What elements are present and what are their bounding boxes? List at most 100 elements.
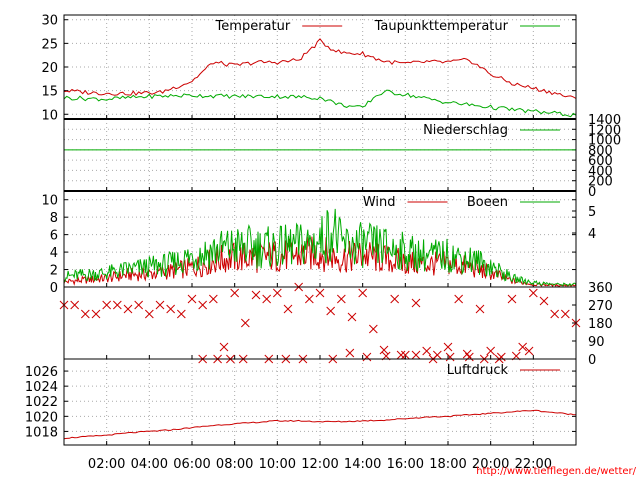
wind-direction-point (560, 309, 570, 319)
x-tick-label: 02:00 (88, 457, 125, 472)
wind-direction-point (396, 350, 406, 360)
wind-direction-point (347, 312, 357, 322)
wind-direction-point (166, 304, 176, 314)
wind-direction-right-tick-label: 90 (588, 335, 605, 350)
wind-direction-point (304, 294, 314, 304)
wind-direction-point (550, 309, 560, 319)
wind-panel: 0 2 4 6 8 10 4 5 Boeen Wind (41, 190, 596, 296)
wind-direction-point (390, 294, 400, 304)
wind-direction-point (486, 346, 496, 356)
temperature-ytick-label: 20 (41, 61, 58, 76)
precipitation-right-tick-label: 1200 (588, 123, 621, 138)
temperature-line-Temperatur (63, 38, 577, 99)
wind-direction-point (411, 350, 421, 360)
wind-direction-point (411, 298, 421, 308)
wind-direction-point (400, 350, 410, 360)
wind-direction-point (70, 300, 80, 310)
pressure-ytick-label: 1022 (25, 395, 58, 410)
precipitation-right-tick-label: 200 (588, 175, 613, 190)
wind-direction-point (475, 304, 485, 314)
wind-direction-point (272, 288, 282, 298)
temperature-ytick-label: 30 (41, 14, 58, 29)
wind-direction-point (123, 304, 133, 314)
wind-direction-point (326, 306, 336, 316)
wind-direction-point (240, 318, 250, 328)
wind-right-tick-label: 5 (588, 205, 596, 220)
x-tick-label: 06:00 (173, 457, 210, 472)
wind-direction-point (422, 346, 432, 356)
temperature-ytick-label: 10 (41, 108, 58, 123)
pressure-ytick-label: 1024 (25, 380, 58, 395)
wind-direction-point (379, 345, 389, 355)
temperature-legend-label: Temperatur (215, 19, 291, 34)
x-tick-label: 10:00 (259, 457, 296, 472)
wind-direction-point (528, 288, 538, 298)
wind-direction-point (507, 294, 517, 304)
pressure-frame (63, 358, 577, 446)
pressure-legend-label: Luftdruck (447, 363, 509, 378)
x-tick-label: 22:00 (515, 457, 552, 472)
wind-direction-right-tick-label: 360 (588, 281, 613, 296)
x-axis: 02:00 04:00 06:00 08:00 10:00 12:00 14:00 16:00… (88, 457, 552, 472)
wind-legend-label: Wind (363, 195, 396, 210)
wind-direction-point (262, 294, 272, 304)
precipitation-right-tick-label: 400 (588, 164, 613, 179)
wind-direction-point (539, 296, 549, 306)
wind-direction-point (524, 346, 534, 356)
temperature-ytick-label: 15 (41, 85, 58, 100)
wind-line-Boeen (63, 208, 577, 287)
wind-direction-point (91, 309, 101, 319)
wind-direction-point (283, 304, 293, 314)
precipitation-right-tick-label: 800 (588, 144, 613, 159)
temperature-legend-label: Taupunkttemperatur (374, 19, 509, 34)
temperature-ytick-label: 25 (41, 37, 58, 52)
wind-direction-point (144, 309, 154, 319)
x-tick-label: 08:00 (216, 457, 253, 472)
pressure-line-Luftdruck (63, 409, 577, 440)
x-tick-label: 16:00 (387, 457, 424, 472)
wind-direction-point (198, 300, 208, 310)
wind-direction-point (251, 290, 261, 300)
wind-direction-point (102, 300, 112, 310)
pressure-series-0 (63, 409, 577, 440)
wind-direction-point (336, 294, 346, 304)
wind-ytick-label: 2 (50, 264, 58, 279)
wind-direction-point (443, 342, 453, 352)
wind-ytick-label: 6 (50, 229, 58, 244)
wind-ytick-label: 10 (41, 194, 58, 209)
wind-direction-right-tick-label: 270 (588, 299, 613, 314)
wind-ytick-label: 0 (50, 281, 58, 296)
wind-direction-point (358, 288, 368, 298)
temperature-series-0 (63, 38, 577, 99)
pressure-ytick-label: 1020 (25, 410, 58, 425)
x-tick-label: 18:00 (429, 457, 466, 472)
temperature-series-1 (63, 89, 577, 118)
wind-direction-point (518, 342, 528, 352)
wind-line-Wind (63, 236, 577, 287)
temperature-panel: 10 15 20 25 30 Taupunkttemperatur Temperatur (41, 14, 577, 123)
wind-right-tick-label: 4 (588, 227, 596, 242)
precipitation-right-tick-label: 600 (588, 154, 613, 169)
wind-direction-point (315, 288, 325, 298)
wind-direction-point (445, 352, 455, 362)
temperature-line-Taupunkttemperatur (63, 89, 577, 118)
wind-direction-point (187, 294, 197, 304)
wind-ytick-label: 4 (50, 246, 58, 261)
credit-url: http://www.tiefflegen.de/wetter/ (476, 466, 636, 477)
wind-legend-label: Boeen (467, 195, 508, 210)
x-tick-label: 14:00 (344, 457, 381, 472)
wind-direction-point (112, 300, 122, 310)
pressure-ytick-label: 1018 (25, 425, 58, 440)
wind-direction-point (208, 294, 218, 304)
precipitation-right-tick-label: 1000 (588, 134, 621, 149)
wind-direction-point (454, 294, 464, 304)
precipitation-right-tick-label: 0 (588, 185, 596, 200)
wind-direction-point (230, 288, 240, 298)
wind-direction-point (219, 342, 229, 352)
wind-direction-point (134, 300, 144, 310)
wind-direction-point (362, 352, 372, 362)
wind-direction-point (368, 324, 378, 334)
